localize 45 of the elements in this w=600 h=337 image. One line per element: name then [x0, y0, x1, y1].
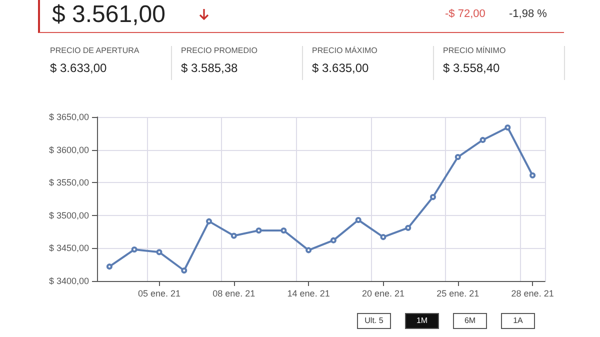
text: -$ 72,00: [445, 8, 486, 20]
point: [181, 268, 188, 274]
point: [230, 232, 237, 239]
text: $ 3.561,00: [52, 0, 166, 30]
y-tick-label: $ 3600,00: [48, 144, 89, 155]
text: PRECIO MÍNIMO: [443, 46, 506, 55]
point: [306, 247, 312, 254]
x-tick-label: 14 ene. 21: [287, 288, 330, 298]
text: $ 3.558,40: [443, 61, 500, 75]
text: $ 3.635,00: [312, 61, 369, 75]
point: [530, 172, 536, 178]
y-tick-label: $ 3500,00: [48, 210, 89, 220]
x-tick-label: 28 ene. 21: [511, 288, 554, 298]
text: PRECIO MÁXIMO: [312, 46, 378, 55]
point: [430, 194, 436, 200]
text: $ 3.585,38: [181, 61, 238, 75]
point: [380, 234, 386, 240]
point: [330, 237, 336, 244]
text: PRECIO PROMEDIO: [181, 46, 258, 55]
text: -1,98 %: [509, 8, 547, 20]
y-tick-label: $ 3400,00: [48, 276, 89, 286]
point: [256, 227, 262, 234]
point: [480, 136, 486, 143]
point: [206, 218, 212, 224]
point: [156, 249, 162, 256]
x-tick-label: 05 ene. 21: [138, 288, 180, 298]
y-tick-label: $ 3450,00: [48, 243, 89, 254]
x-tick-label: 08 ene. 21: [212, 288, 256, 298]
point: [355, 216, 362, 223]
x-tick-label: 20 ene. 21: [362, 288, 404, 298]
y-tick-label: $ 3650,00: [48, 112, 89, 122]
point: [405, 224, 412, 231]
point: [280, 227, 287, 234]
text: 6M: [453, 313, 487, 329]
text: 1M: [405, 313, 439, 329]
y-tick-label: $ 3550,00: [48, 178, 89, 188]
point: [131, 246, 138, 253]
point: [106, 264, 112, 270]
point: [504, 124, 511, 130]
text: $ 3.633,00: [50, 61, 107, 75]
x-tick-label: 25 ene. 21: [436, 288, 480, 298]
point: [454, 154, 461, 160]
text: PRECIO DE APERTURA: [50, 46, 140, 55]
text: Ult. 5: [357, 313, 391, 329]
text: 1A: [501, 313, 535, 329]
